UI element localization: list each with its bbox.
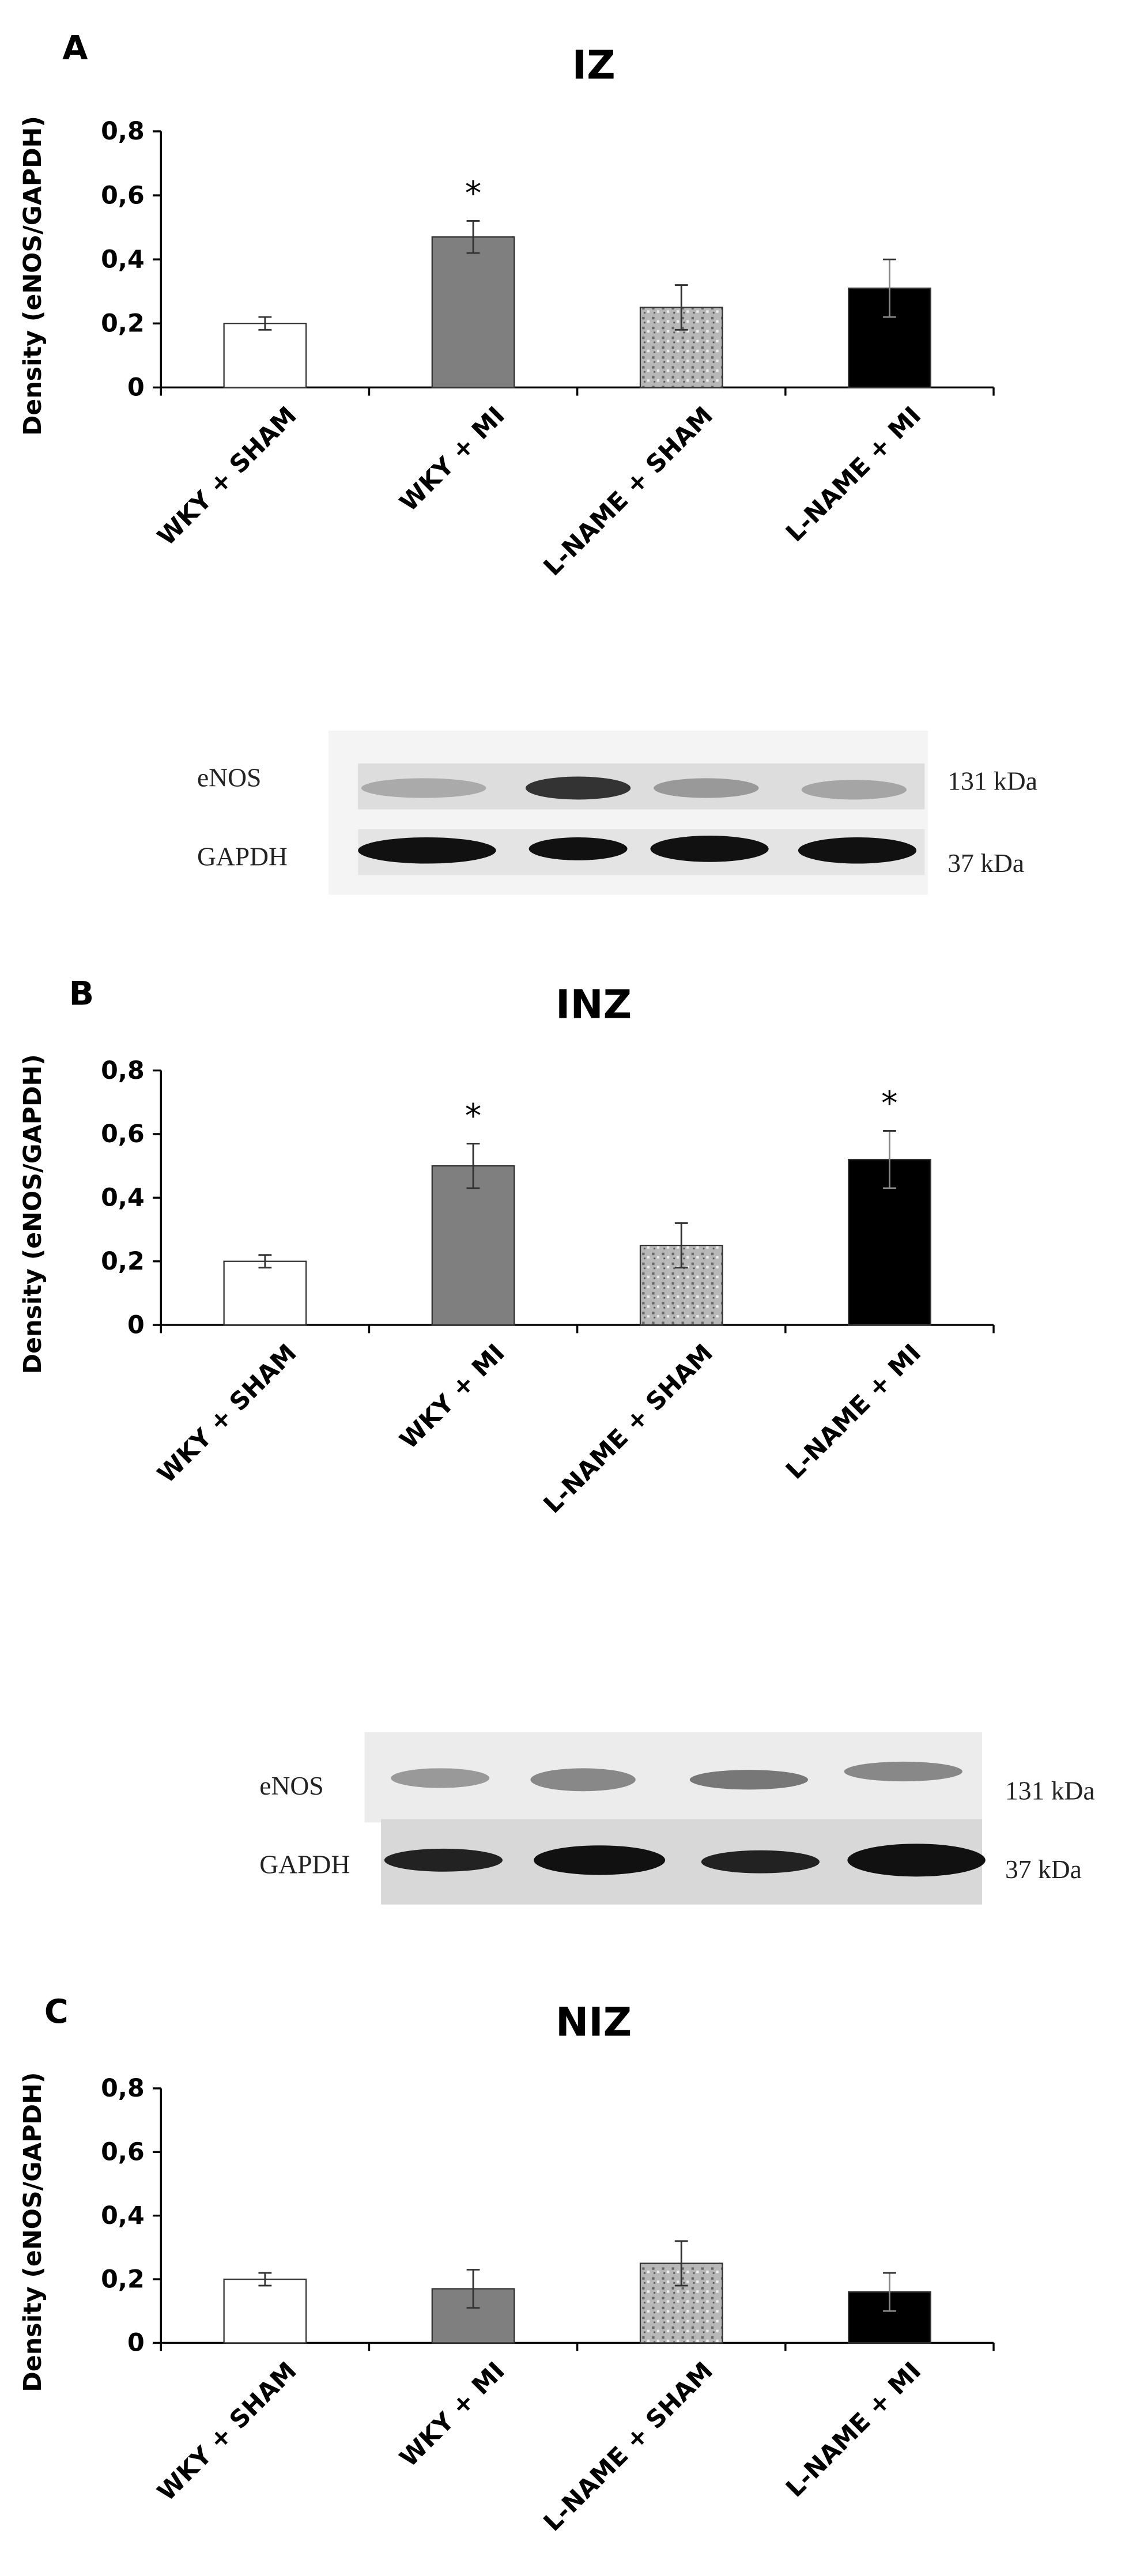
y-tick-label: 0 [127, 2329, 145, 2358]
x-tick-label: WKY + SHAM [152, 1339, 303, 1489]
bar [639, 307, 723, 388]
chart-title: INZ [556, 982, 632, 1028]
x-tick-label: WKY + SHAM [152, 2356, 303, 2507]
y-tick-label: 0,4 [101, 2201, 145, 2230]
y-tick-label: 0,2 [101, 2265, 145, 2294]
bar [431, 236, 515, 388]
blot-label: eNOS [259, 1771, 323, 1800]
y-tick-label: 0,6 [101, 1120, 145, 1149]
y-tick-label: 0,2 [101, 309, 145, 338]
blot-size: 131 kDa [1005, 1776, 1095, 1805]
error-bar [883, 1130, 896, 1189]
significance-marker: * [881, 1085, 897, 1123]
x-tick-label: WKY + MI [394, 401, 511, 518]
x-tick-label: WKY + MI [394, 1339, 511, 1455]
blot-size: 37 kDa [1005, 1854, 1082, 1884]
y-tick-label: 0 [127, 373, 145, 402]
error-bar [466, 1143, 480, 1189]
blot-label: GAPDH [259, 1850, 350, 1879]
error-bar [466, 220, 480, 254]
bar [223, 1260, 307, 1326]
x-tick-label: WKY + SHAM [152, 401, 303, 552]
y-tick-label: 0,4 [101, 245, 145, 274]
error-bar [674, 2240, 688, 2287]
y-axis-label: Density (eNOS/GAPDH) [18, 1054, 47, 1374]
error-bar [258, 316, 272, 331]
bar [431, 1165, 515, 1326]
x-tick-label: L-NAME + MI [780, 401, 927, 547]
x-tick-label: L-NAME + SHAM [538, 2356, 719, 2537]
y-tick-label: 0,8 [101, 2074, 145, 2103]
significance-marker: * [465, 175, 481, 213]
bar [848, 2291, 931, 2344]
blot-size: 37 kDa [947, 848, 1024, 878]
x-tick-label: WKY + MI [394, 2356, 511, 2473]
blot-size: 131 kDa [947, 766, 1037, 795]
error-bar [883, 258, 896, 318]
significance-marker: * [465, 1097, 481, 1135]
y-tick-label: 0,4 [101, 1184, 145, 1213]
blot-label: eNOS [197, 763, 261, 792]
chart-title: IZ [572, 43, 616, 89]
y-axis-label: Density (eNOS/GAPDH) [18, 116, 47, 436]
western-blot: eNOS GAPDH 131 kDa 37 kDa [259, 1732, 1095, 1905]
panel-label: A [62, 29, 88, 67]
y-tick-label: 0,6 [101, 2138, 145, 2167]
x-tick-label: L-NAME + MI [780, 1339, 927, 1485]
y-tick-label: 0 [127, 1310, 145, 1339]
error-bar [674, 284, 688, 331]
y-tick-label: 0,2 [101, 1247, 145, 1276]
error-bar [466, 2269, 480, 2309]
x-tick-label: L-NAME + SHAM [538, 401, 719, 581]
error-bar [258, 1254, 272, 1269]
x-tick-label: L-NAME + SHAM [538, 1339, 719, 1519]
x-tick-label: L-NAME + MI [780, 2356, 927, 2503]
y-tick-label: 0,8 [101, 117, 145, 146]
y-tick-label: 0,6 [101, 181, 145, 210]
panel-label: C [44, 1993, 69, 2031]
blot-label: GAPDH [197, 841, 288, 871]
y-axis-label: Density (eNOS/GAPDH) [18, 2072, 47, 2392]
bar [223, 323, 307, 388]
y-tick-label: 0,8 [101, 1056, 145, 1085]
error-bar [258, 2272, 272, 2287]
error-bar [674, 1222, 688, 1269]
panel-label: B [69, 975, 94, 1013]
chart-title: NIZ [556, 2000, 632, 2046]
western-blot: eNOS GAPDH 131 kDa 37 kDa [197, 730, 1037, 895]
bar [223, 2278, 307, 2344]
error-bar [883, 2272, 896, 2312]
